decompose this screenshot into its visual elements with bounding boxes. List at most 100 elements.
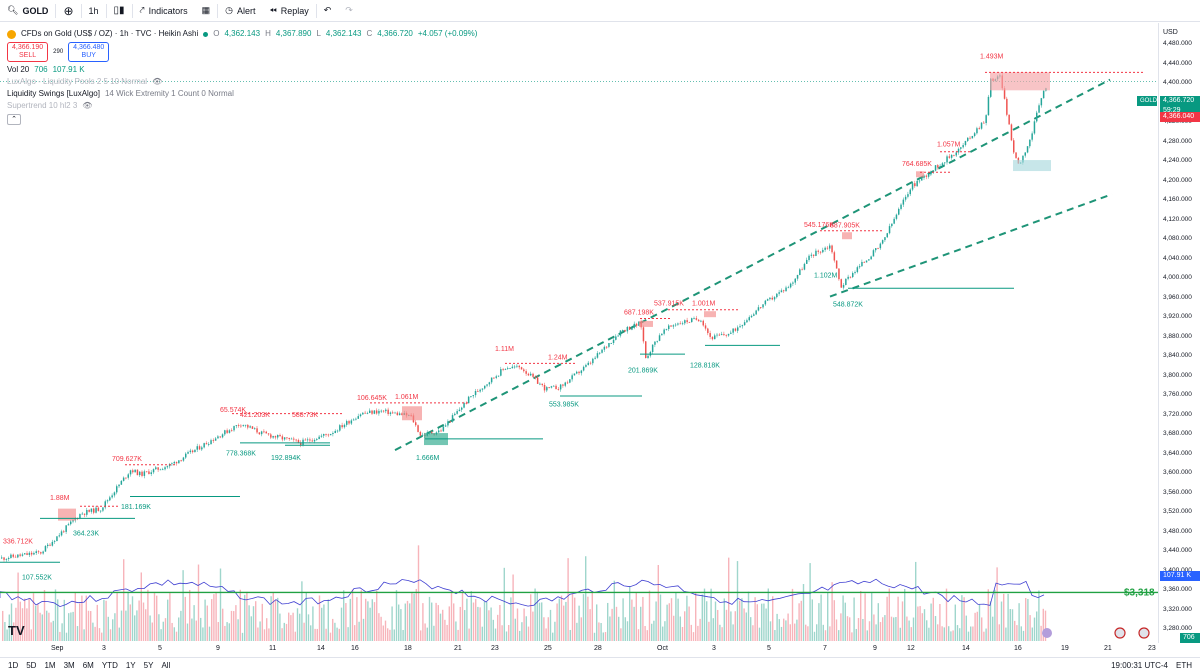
volume-bar	[637, 629, 640, 641]
candle-body	[37, 551, 40, 553]
volume-bar	[952, 630, 954, 641]
range-button-ytd[interactable]: YTD	[101, 660, 118, 670]
volume-bar	[255, 601, 257, 641]
candle-body	[288, 437, 290, 440]
compare-button[interactable]: ⊕	[56, 0, 80, 22]
eye-off-icon[interactable]: 👁︎	[152, 77, 163, 86]
indicator-row-liquidity-pools[interactable]: LuxAlgo - Liquidity Pools 2 5 10 Normal …	[7, 76, 477, 88]
clock[interactable]: 19:00:31 UTC-4	[1111, 660, 1168, 670]
range-button-5d[interactable]: 5D	[26, 660, 37, 670]
rewind-icon: ⏪︎	[269, 5, 277, 15]
volume-bar	[864, 593, 866, 641]
volume-bar	[543, 617, 545, 641]
volume-bar	[662, 626, 664, 641]
price-axis[interactable]: USD 4,480.0004,440.0004,400.0004,360.000…	[1137, 23, 1200, 643]
candle-body	[980, 122, 983, 129]
volume-bar	[169, 592, 171, 641]
collapse-legend-button[interactable]: ⌃	[7, 114, 21, 125]
volume-bar	[340, 607, 343, 641]
session-toggle[interactable]: ETH	[1176, 660, 1192, 670]
price-chart[interactable]: $3,318 336.712K 1.88M 709.627K 65.574K421.20…	[0, 23, 1158, 643]
candle-body	[93, 508, 95, 513]
candle-body	[500, 369, 502, 376]
sell-button[interactable]: 4,366.190 SELL	[7, 42, 49, 62]
candle-body	[67, 524, 70, 526]
volume-bar	[807, 626, 809, 641]
volume-bar	[206, 605, 208, 641]
volume-bar	[523, 608, 525, 641]
candle-body	[536, 377, 539, 384]
candle-body	[348, 421, 350, 424]
candle-body	[389, 412, 392, 415]
liquidity-label-high: 1.493M	[980, 54, 1004, 61]
templates-button[interactable]: ▦	[195, 0, 218, 22]
candle-body	[194, 449, 196, 453]
candle-body	[619, 330, 622, 336]
candle-body	[3, 557, 5, 560]
candle-body	[548, 387, 550, 388]
candle-body	[242, 425, 244, 426]
chart-type-button[interactable]: ▯▮	[107, 0, 132, 22]
redo-button[interactable]: ↷	[338, 0, 360, 22]
indicators-button[interactable]: ⤤ Indicators	[133, 0, 195, 22]
volume-bar	[347, 627, 349, 641]
candle-body	[746, 320, 748, 323]
range-button-5y[interactable]: 5Y	[143, 660, 154, 670]
interval-button[interactable]: 1h	[82, 0, 106, 22]
eye-off-icon[interactable]: 👁︎	[82, 101, 93, 110]
volume-bar	[930, 603, 932, 641]
time-tick: 3	[712, 645, 716, 652]
volume-bar	[842, 595, 844, 641]
volume-bar	[708, 621, 710, 641]
volume-bar	[849, 617, 851, 641]
liquidity-label-high: 764.685K	[902, 161, 932, 168]
candle-body	[679, 323, 681, 325]
candle-body	[295, 439, 297, 441]
candle-body	[56, 536, 58, 542]
volume-value: 706	[34, 65, 48, 74]
candle-body	[497, 375, 500, 377]
open-label: O	[213, 29, 220, 38]
volume-bar	[475, 599, 477, 641]
replay-button[interactable]: ⏪︎ Replay	[263, 0, 316, 22]
candle-body	[714, 335, 716, 340]
trendline	[394, 78, 1111, 452]
volume-bar	[437, 605, 439, 641]
candle-body	[792, 282, 794, 284]
candle-body	[944, 162, 946, 164]
indicator-row-liquidity-swings[interactable]: Liquidity Swings [LuxAlgo] 14 Wick Extre…	[7, 88, 477, 100]
range-button-1y[interactable]: 1Y	[125, 660, 136, 670]
volume-bar	[351, 589, 354, 641]
alert-button[interactable]: ◷ Alert	[218, 0, 262, 22]
range-button-6m[interactable]: 6M	[82, 660, 94, 670]
candle-body	[90, 508, 93, 512]
liquidity-label-high: 336.712K	[3, 539, 33, 546]
liquidity-label-low: 548.872K	[833, 302, 863, 309]
candle-body	[983, 122, 985, 124]
search-icon: 🔍︎	[7, 5, 19, 15]
time-axis[interactable]: Sep 3 5 9 11 14 16 18 21 23 25 28 Oct 3 5 7 9 12 14 16 19 21 2…	[0, 643, 1158, 657]
candle-body	[35, 551, 37, 553]
range-button-3m[interactable]: 3M	[63, 660, 75, 670]
volume-bar	[809, 563, 811, 641]
volume-bar	[868, 621, 871, 641]
range-button-all[interactable]: All	[161, 660, 171, 670]
liquidity-label-high: 687.198K	[624, 310, 654, 317]
volume-bar	[851, 632, 853, 641]
candle-body	[847, 276, 849, 279]
range-button-1d[interactable]: 1D	[8, 660, 19, 670]
candle-body	[240, 425, 242, 427]
candle-body	[159, 469, 162, 471]
chart-pane[interactable]: $3,318 336.712K 1.88M 709.627K 65.574K 421.20…	[0, 23, 1158, 643]
range-button-1m[interactable]: 1M	[44, 660, 56, 670]
candle-body	[877, 248, 879, 249]
indicator-row-supertrend[interactable]: Supertrend 10 hl2 3 👁︎	[7, 100, 477, 112]
candle-body	[102, 507, 104, 511]
volume-bar	[956, 625, 959, 641]
undo-button[interactable]: ↶	[317, 0, 339, 22]
symbol-search[interactable]: 🔍︎ GOLD	[0, 0, 55, 22]
candle-body	[318, 436, 320, 440]
candle-body	[233, 426, 235, 431]
volume-bar	[61, 623, 63, 641]
buy-button[interactable]: 4,366.480 BUY	[68, 42, 110, 62]
